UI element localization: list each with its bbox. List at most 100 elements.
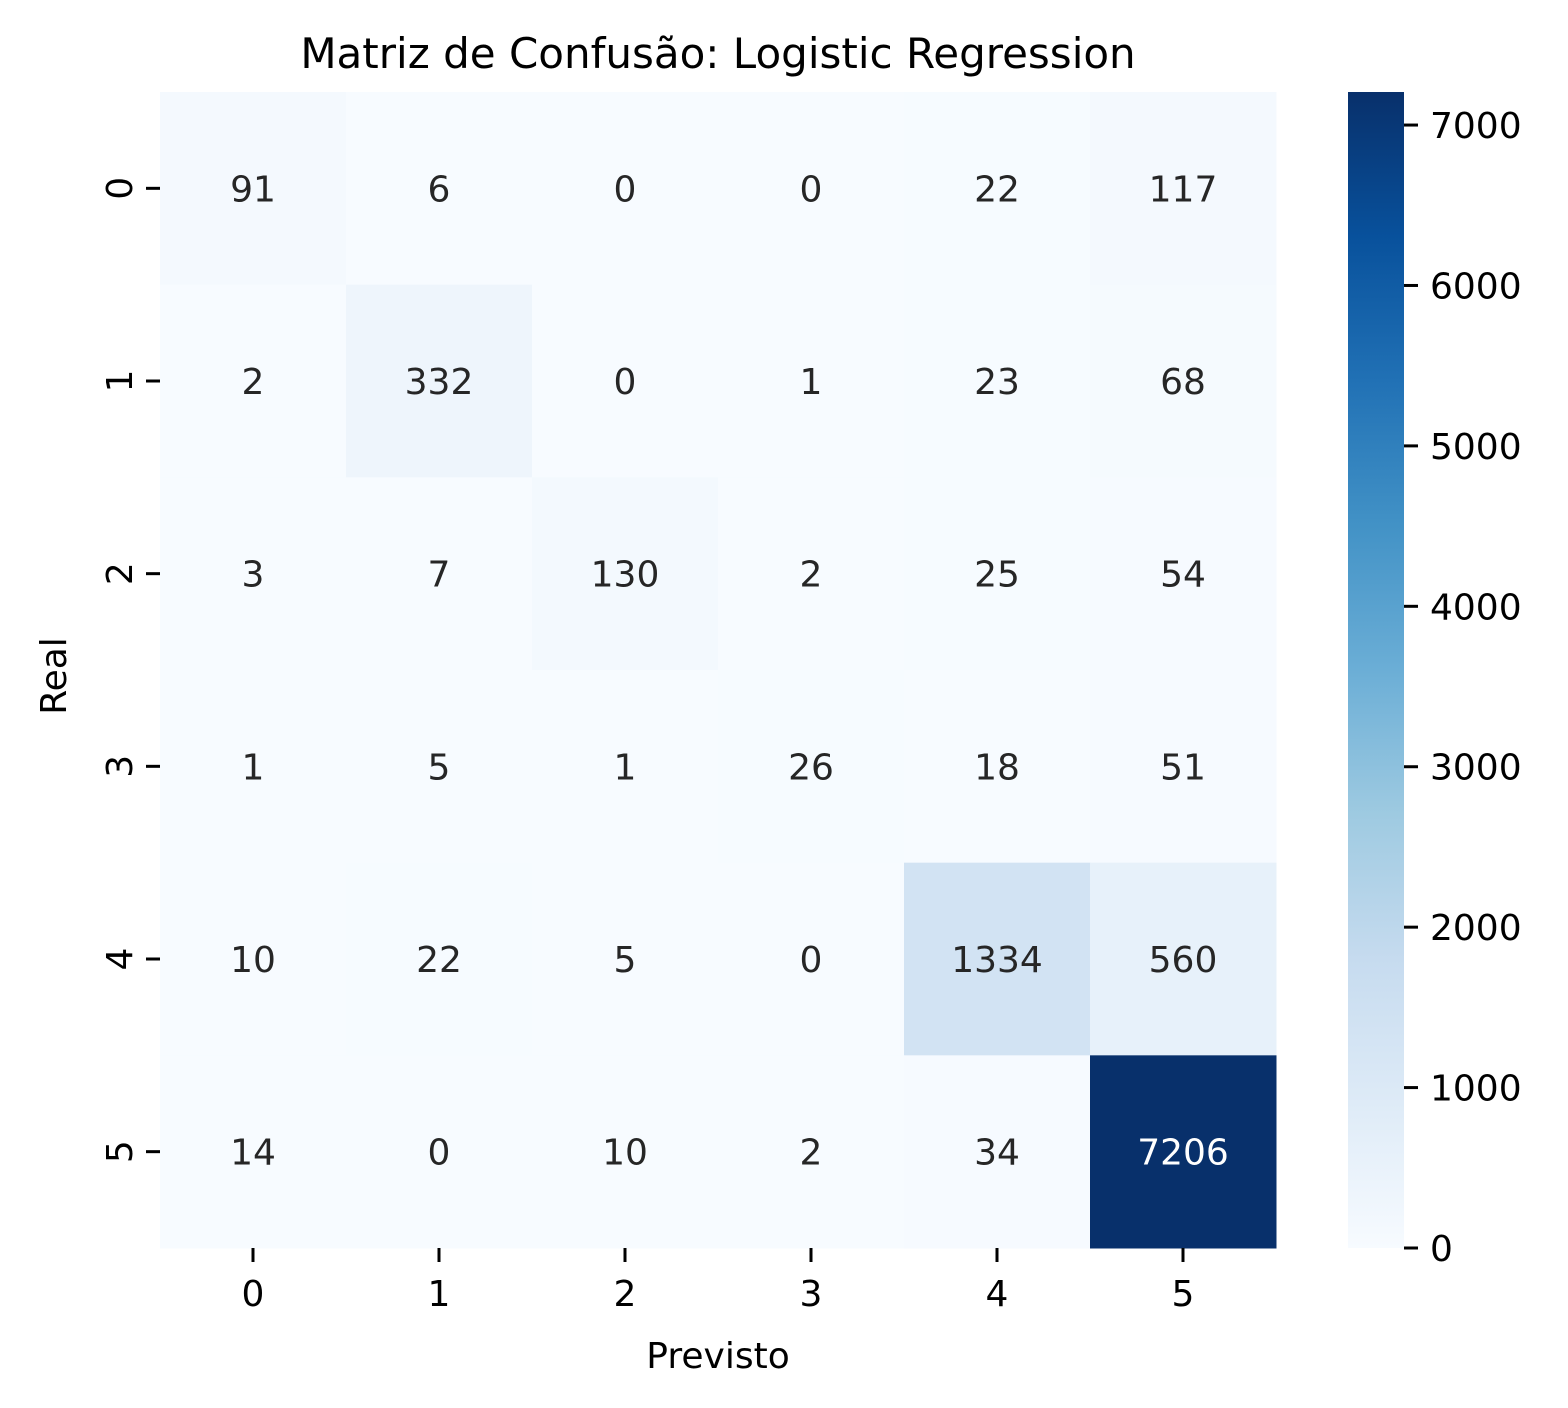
heatmap-cell: [718, 284, 905, 478]
heatmap-cell: [718, 92, 905, 286]
heatmap-cell: [160, 284, 347, 478]
heatmap-cell: [1090, 670, 1277, 864]
heatmap-cell: [904, 1055, 1091, 1249]
cell-value-label: 91: [230, 169, 276, 210]
cell-value-label: 3: [242, 555, 265, 596]
cell-value-label: 0: [614, 169, 637, 210]
cell-value-label: 5: [614, 940, 637, 981]
heatmap-cell: [904, 92, 1091, 286]
heatmap-cell: [904, 477, 1091, 671]
cell-value-label: 25: [974, 555, 1020, 596]
cell-value-label: 1334: [951, 940, 1043, 981]
heatmap-cell: [160, 477, 347, 671]
heatmap-cell: [160, 862, 347, 1056]
y-tick-label: 2: [100, 562, 141, 585]
colorbar: [1348, 92, 1404, 1248]
cell-value-label: 10: [230, 940, 276, 981]
heatmap-cell: [1090, 1055, 1277, 1249]
x-tick-label: 2: [614, 1274, 637, 1315]
y-tick-label: 0: [100, 177, 141, 200]
heatmap-cell: [346, 477, 533, 671]
cell-value-label: 22: [974, 169, 1020, 210]
heatmap-cell: [904, 284, 1091, 478]
cell-value-label: 332: [405, 362, 474, 403]
cell-value-label: 1: [614, 747, 637, 788]
heatmap-cell: [532, 284, 719, 478]
cell-value-label: 2: [800, 1133, 823, 1174]
y-tick-label: 4: [100, 948, 141, 971]
x-axis-label: Previsto: [646, 1336, 789, 1377]
colorbar-ticks: 0 1000 2000 3000 4000 5000 6000 7000: [1404, 106, 1522, 1270]
y-axis-ticks: 0 1 2 3 4 5: [100, 177, 160, 1163]
heatmap-cell: [160, 670, 347, 864]
heatmap-cell: [1090, 862, 1277, 1056]
colorbar-tick-label: 6000: [1430, 266, 1522, 307]
cell-value-label: 7206: [1137, 1133, 1229, 1174]
x-tick-label: 5: [1172, 1274, 1195, 1315]
heatmap-cell: [904, 862, 1091, 1056]
cell-value-label: 34: [974, 1133, 1020, 1174]
colorbar-tick-label: 4000: [1430, 587, 1522, 628]
y-tick-label: 5: [100, 1140, 141, 1163]
cell-value-label: 2: [800, 555, 823, 596]
cell-value-label: 18: [974, 747, 1020, 788]
heatmap-cell: [718, 670, 905, 864]
cell-value-label: 0: [800, 940, 823, 981]
heatmap-cell: [160, 92, 347, 286]
heatmap-cell: [160, 1055, 347, 1249]
cell-value-label: 1: [242, 747, 265, 788]
cell-value-label: 54: [1160, 555, 1206, 596]
heatmap-cell: [532, 92, 719, 286]
y-tick-label: 1: [100, 370, 141, 393]
cell-value-label: 2: [242, 362, 265, 403]
heatmap-cell: [346, 92, 533, 286]
heatmap-cell: [904, 670, 1091, 864]
heatmap-cell: [532, 1055, 719, 1249]
colorbar-tick-label: 0: [1430, 1229, 1453, 1270]
cell-value-label: 0: [614, 362, 637, 403]
heatmap-cell: [718, 1055, 905, 1249]
cell-value-label: 130: [591, 555, 660, 596]
cell-value-label: 10: [602, 1133, 648, 1174]
colorbar-tick-label: 2000: [1430, 908, 1522, 949]
x-tick-label: 1: [428, 1274, 451, 1315]
cell-value-label: 1: [800, 362, 823, 403]
heatmap-cell: [346, 862, 533, 1056]
colorbar-tick-label: 7000: [1430, 106, 1522, 147]
cell-value-label: 0: [428, 1133, 451, 1174]
chart-title: Matriz de Confusão: Logistic Regression: [300, 29, 1135, 78]
y-tick-label: 3: [100, 755, 141, 778]
heatmap-cells: [160, 92, 1277, 1249]
cell-value-label: 6: [428, 169, 451, 210]
heatmap-cell: [346, 1055, 533, 1249]
cell-value-label: 117: [1149, 169, 1218, 210]
colorbar-tick-label: 3000: [1430, 748, 1522, 789]
heatmap-cell: [532, 477, 719, 671]
x-tick-label: 0: [242, 1274, 265, 1315]
heatmap-cell: [1090, 92, 1277, 286]
heatmap-cell: [718, 477, 905, 671]
heatmap-cell: [1090, 284, 1277, 478]
y-axis-label: Real: [34, 637, 75, 715]
heatmap-cell: [718, 862, 905, 1056]
cell-value-label: 68: [1160, 362, 1206, 403]
heatmap-cell: [346, 670, 533, 864]
cell-value-label: 14: [230, 1133, 276, 1174]
x-tick-label: 3: [800, 1274, 823, 1315]
heatmap-cell: [1090, 477, 1277, 671]
cell-value-label: 7: [428, 555, 451, 596]
cell-value-label: 23: [974, 362, 1020, 403]
cell-value-label: 560: [1149, 940, 1218, 981]
heatmap-cell: [346, 284, 533, 478]
colorbar-tick-label: 1000: [1430, 1069, 1522, 1110]
x-axis-ticks: 0 1 2 3 4 5: [242, 1248, 1195, 1315]
colorbar-tick-label: 5000: [1430, 427, 1522, 468]
cell-value-label: 0: [800, 169, 823, 210]
cell-value-label: 26: [788, 747, 834, 788]
heatmap-cell: [532, 670, 719, 864]
cell-value-label: 5: [428, 747, 451, 788]
x-tick-label: 4: [986, 1274, 1009, 1315]
heatmap-cell: [532, 862, 719, 1056]
